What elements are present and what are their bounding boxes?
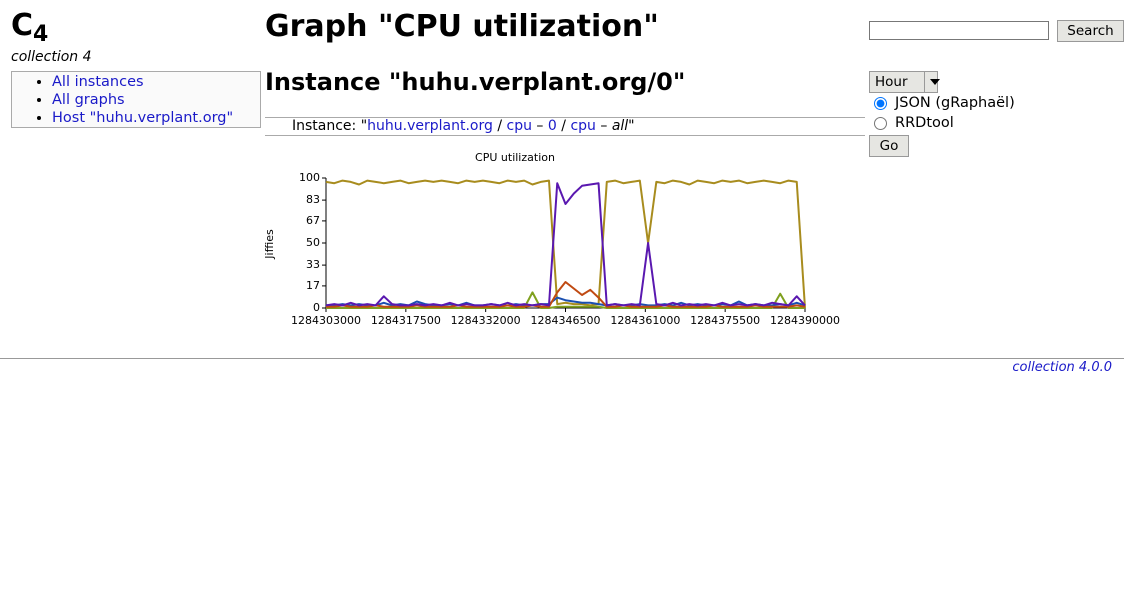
breadcrumb-text: " [628,118,635,134]
x-tick-label: 1284317500 [371,314,441,327]
chart: CPU utilization Jiffies 0 17 33 50 67 83 100 12… [265,151,840,327]
y-tick-label: 100 [299,171,320,184]
breadcrumb-text: / [556,118,571,134]
format-label: RRDtool [895,115,954,131]
breadcrumb-text: – [595,118,612,134]
dropdown-arrow [925,72,940,92]
y-axis-label: Jiffies [265,229,276,260]
x-tick-label: 1284332000 [451,314,521,327]
page-title: Graph "CPU utilization" [265,9,659,44]
series-line [326,281,806,308]
breadcrumb-link[interactable]: cpu [506,118,532,134]
logo[interactable]: C4 [11,8,48,47]
y-tick-label: 83 [306,193,320,206]
series-line [325,182,806,307]
nav-link[interactable]: All instances [52,74,144,90]
breadcrumb-text: all [611,118,629,134]
y-tick-label: 33 [306,258,320,271]
x-tick-label: 1284303000 [291,314,361,327]
nav: All instances All graphs Host "huhu.verpla… [11,71,261,128]
format-label: JSON (gRaphaël) [895,95,1015,111]
footer-rule [0,358,1124,359]
timespan-value: Hour [870,72,925,92]
x-tick-label: 1284361000 [610,314,680,327]
instance-heading: Instance "huhu.verplant.org/0" [265,68,686,96]
x-tick-label: 1284375500 [690,314,760,327]
breadcrumb-text: – [531,118,548,134]
format-radio[interactable] [874,96,887,110]
breadcrumb-link[interactable]: cpu [570,118,596,134]
x-tick-label: 1284346500 [531,314,601,327]
format-option[interactable]: RRDtool [872,115,954,131]
series-line [326,291,805,309]
format-radio[interactable] [874,116,887,130]
search-button[interactable]: Search [1057,20,1124,42]
x-tick-label: 1284390000 [770,314,840,327]
nav-item: Host "huhu.verplant.org" [52,109,260,127]
nav-item: All instances [52,73,260,91]
series-line [325,179,806,309]
version-link[interactable]: collection 4.0.0 [1012,360,1112,375]
y-tick-label: 17 [306,279,320,292]
logo-sub: 4 [33,22,49,47]
timespan-select[interactable]: Hour [869,71,940,93]
go-button[interactable]: Go [869,135,909,157]
breadcrumb-link[interactable]: huhu.verplant.org [367,118,493,134]
search-input[interactable] [869,21,1049,40]
breadcrumb-text: Instance: " [292,118,368,134]
logo-letter: C [11,8,34,43]
nav-list: All instances All graphs Host "huhu.verpla… [12,73,260,127]
nav-link[interactable]: Host "huhu.verplant.org" [52,110,234,126]
breadcrumb-text: / [492,118,507,134]
chart-title: CPU utilization [475,151,555,164]
breadcrumb: Instance: "huhu.verplant.org / cpu – 0 /… [265,117,865,136]
format-option[interactable]: JSON (gRaphaël) [872,95,1015,111]
nav-link[interactable]: All graphs [52,92,125,108]
y-tick-label: 0 [313,301,320,314]
y-tick-label: 50 [306,236,320,249]
y-tick-label: 67 [306,214,320,227]
nav-item: All graphs [52,91,260,109]
breadcrumb-link[interactable]: 0 [547,118,557,134]
subtitle: collection 4 [11,49,92,65]
